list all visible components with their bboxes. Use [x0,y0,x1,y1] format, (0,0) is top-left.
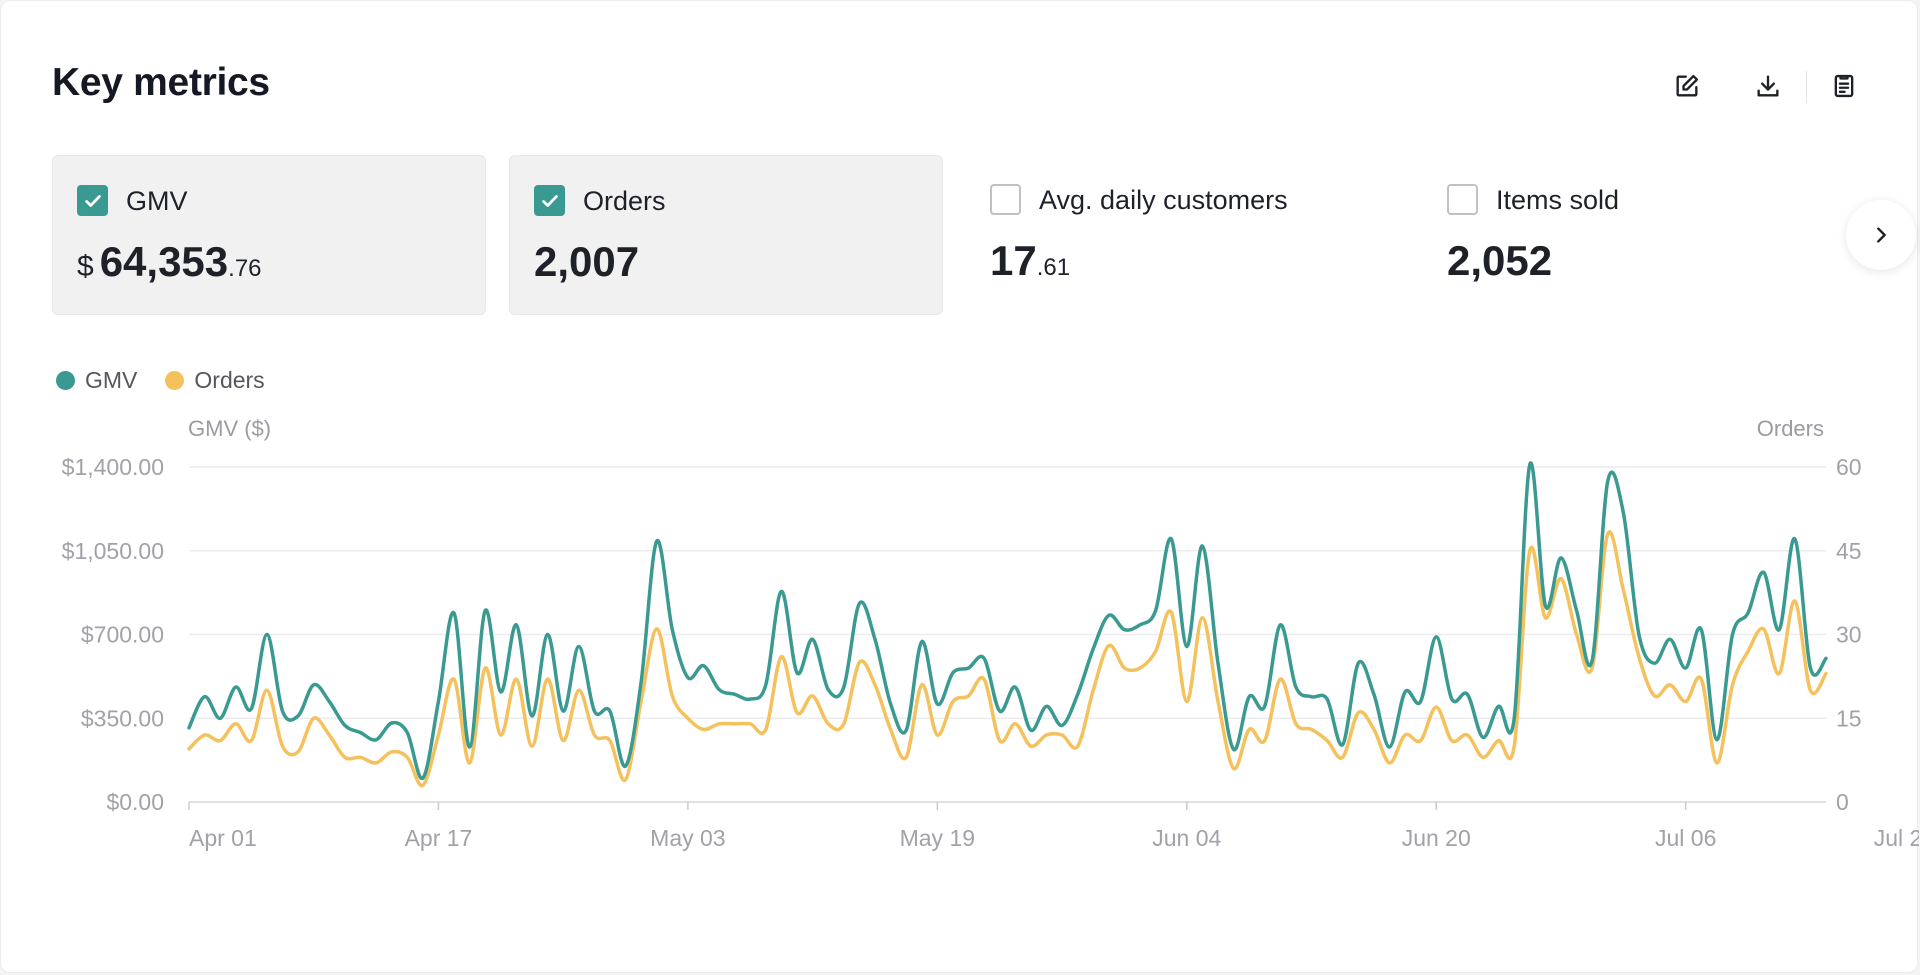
x-tick-label: Jul 22 [1874,825,1919,851]
download-button[interactable] [1751,69,1785,103]
metric-value: $64,353.76 [77,238,262,286]
download-icon [1757,75,1779,97]
checkmark-icon [541,194,558,207]
toolbar-divider [1806,71,1807,103]
metric-label: GMV [126,186,188,216]
value-decimal: .61 [1036,254,1071,281]
right-axis-title: Orders [1756,416,1824,441]
value-integer: 64,353 [99,238,229,285]
x-tick-label: Apr 17 [405,825,473,851]
currency-symbol: $ [77,250,94,283]
value-decimal: .76 [228,255,262,282]
legend-dot-gmv [56,371,75,390]
metric-value: 17.61 [990,237,1070,285]
value-integer: 2,052 [1447,237,1553,284]
checkmark-icon [84,194,101,207]
y-left-tick-label: $700.00 [81,622,164,648]
metric-value: 2,052 [1447,237,1552,285]
avg-daily-customers-checkbox[interactable] [990,184,1021,215]
y-left-tick-label: $350.00 [81,705,164,731]
x-tick-label: Apr 01 [189,825,257,851]
metric-label: Orders [583,186,666,216]
x-tick-label: Jun 20 [1402,825,1471,851]
next-metrics-button[interactable] [1846,200,1916,270]
x-tick-label: Jun 04 [1152,825,1221,851]
series-line-orders [187,530,1828,788]
legend-item-gmv[interactable]: GMV [56,367,137,394]
legend-item-orders[interactable]: Orders [165,367,265,394]
y-right-tick-label: 0 [1836,789,1849,815]
edit-button[interactable] [1670,69,1704,103]
orders-checkbox[interactable] [534,185,565,216]
metric-tile-gmv[interactable]: GMV $64,353.76 [52,155,486,315]
value-integer: 2,007 [534,238,640,285]
y-right-tick-label: 60 [1836,454,1862,480]
y-left-tick-label: $1,400.00 [62,454,164,480]
gmv-checkbox[interactable] [77,185,108,216]
clipboard-icon [1834,74,1854,98]
y-right-tick-label: 30 [1836,622,1862,648]
edit-icon [1676,74,1699,97]
x-tick-label: May 03 [650,825,725,851]
metric-label: Items sold [1496,185,1620,215]
metric-tile-orders[interactable]: Orders 2,007 [509,155,943,315]
chart-legend: GMV Orders [56,367,265,394]
legend-dot-orders [165,371,185,390]
clipboard-button[interactable] [1827,69,1861,103]
x-tick-label: Jul 06 [1655,825,1716,851]
series-line-gmv [187,461,1828,780]
y-left-tick-label: $1,050.00 [62,538,164,564]
y-right-tick-label: 15 [1836,705,1862,731]
metric-label: Avg. daily customers [1039,185,1288,215]
page-title: Key metrics [52,61,270,104]
y-right-tick-label: 45 [1836,538,1862,564]
legend-label: Orders [194,367,265,393]
legend-label: GMV [85,367,138,393]
x-tick-label: May 19 [900,825,975,851]
left-axis-title: GMV ($) [188,416,272,441]
y-left-tick-label: $0.00 [106,789,164,815]
metric-tile-avg-daily-customers[interactable]: Avg. daily customers 17.61 [966,155,1400,315]
metric-value: 2,007 [534,238,639,286]
value-integer: 17 [990,237,1037,284]
metric-tile-items-sold[interactable]: Items sold 2,052 [1423,155,1843,315]
chevron-right-icon [1877,227,1886,243]
items-sold-checkbox[interactable] [1447,184,1478,215]
